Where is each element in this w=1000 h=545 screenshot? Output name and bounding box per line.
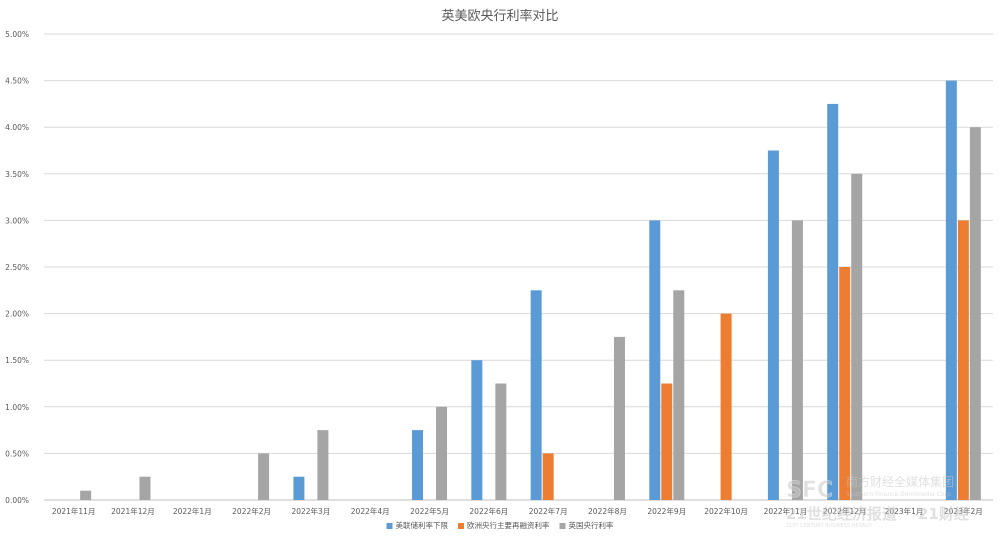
x-tick-label: 2022年4月: [351, 506, 390, 516]
bar: [436, 406, 448, 500]
bar: [839, 267, 851, 500]
legend-label: 美联储利率下限: [396, 520, 449, 530]
x-tick-label: 2022年9月: [647, 506, 686, 516]
y-tick-label: 2.50%: [5, 263, 29, 272]
bar: [827, 103, 839, 501]
y-tick-label: 3.00%: [5, 216, 29, 225]
x-tick-label: 2022年2月: [232, 506, 271, 516]
legend: 美联储利率下限 欧洲央行主要再融资利率 英国央行利率: [386, 520, 614, 530]
bar: [80, 490, 92, 500]
watermark-group-name-en: Southern Finance Omnimedia Corp: [846, 491, 951, 498]
y-tick-label: 5.00%: [5, 30, 29, 39]
bar: [851, 173, 863, 501]
bar: [542, 453, 554, 500]
x-tick-label: 2022年3月: [291, 506, 330, 516]
x-tick-label: 2021年12月: [111, 506, 155, 516]
x-tick-label: 2022年10月: [704, 506, 748, 516]
bar: [969, 127, 981, 500]
y-tick-label: 2.00%: [5, 310, 29, 319]
y-tick-label: 1.50%: [5, 356, 29, 365]
y-tick-label: 4.50%: [5, 77, 29, 86]
gridlines: [44, 33, 993, 501]
bar: [767, 150, 779, 500]
legend-label: 欧洲央行主要再融资利率: [467, 520, 550, 530]
chart-title: 英美欧央行利率对比: [441, 8, 558, 24]
bar: [661, 383, 673, 500]
bars: [80, 80, 981, 501]
y-tick-label: 1.00%: [5, 403, 29, 412]
x-tick-label: 2023年1月: [885, 506, 924, 516]
y-tick-label: 0.50%: [5, 449, 29, 458]
x-tick-label: 2023年2月: [944, 506, 983, 516]
bar: [649, 220, 661, 500]
bar: [720, 313, 732, 500]
y-tick-label: 4.00%: [5, 123, 29, 132]
x-tick-label: 2022年7月: [529, 506, 568, 516]
x-tick-label: 2021年11月: [52, 506, 96, 516]
bar: [139, 476, 151, 500]
legend-label: 英国央行利率: [569, 520, 614, 530]
bar: [258, 453, 270, 500]
bar: [471, 360, 483, 500]
x-tick-label: 2022年1月: [173, 506, 212, 516]
x-axis: 2021年11月 2021年12月 2022年1月 2022年2月 2022年3月 202…: [52, 506, 983, 516]
watermark: SFC 南方财经全媒体集团 Southern Finance Omnimedia…: [786, 474, 969, 529]
bar: [957, 220, 969, 500]
watermark-logo: SFC: [786, 478, 833, 503]
x-tick-label: 2022年11月: [764, 506, 808, 516]
watermark-paper-name: 21世纪经济报道: [786, 505, 897, 523]
y-axis: 0.00% 0.50% 1.00% 1.50% 2.00% 2.50% 3.00% 3.50%…: [5, 30, 29, 505]
bar: [613, 336, 625, 500]
legend-swatch: [458, 523, 464, 529]
bar: [791, 220, 803, 500]
bar: [530, 290, 542, 500]
bar: [673, 290, 685, 500]
x-tick-label: 2022年6月: [469, 506, 508, 516]
y-tick-label: 3.50%: [5, 170, 29, 179]
bar: [945, 80, 957, 500]
watermark-group-name: 南方财经全媒体集团: [846, 474, 954, 489]
bar: [412, 430, 424, 500]
bar: [317, 430, 329, 500]
x-tick-label: 2022年12月: [823, 506, 867, 516]
bar: [293, 476, 305, 500]
legend-swatch: [386, 523, 393, 529]
x-tick-label: 2022年5月: [410, 506, 449, 516]
bar: [495, 383, 507, 500]
watermark-paper-name-en: 21ST CENTURY BUSINESS HERALD: [786, 523, 872, 529]
x-tick-label: 2022年8月: [588, 506, 627, 516]
y-tick-label: 0.00%: [5, 496, 29, 505]
legend-swatch: [559, 523, 566, 529]
watermark-brand: 21财经: [918, 505, 969, 523]
